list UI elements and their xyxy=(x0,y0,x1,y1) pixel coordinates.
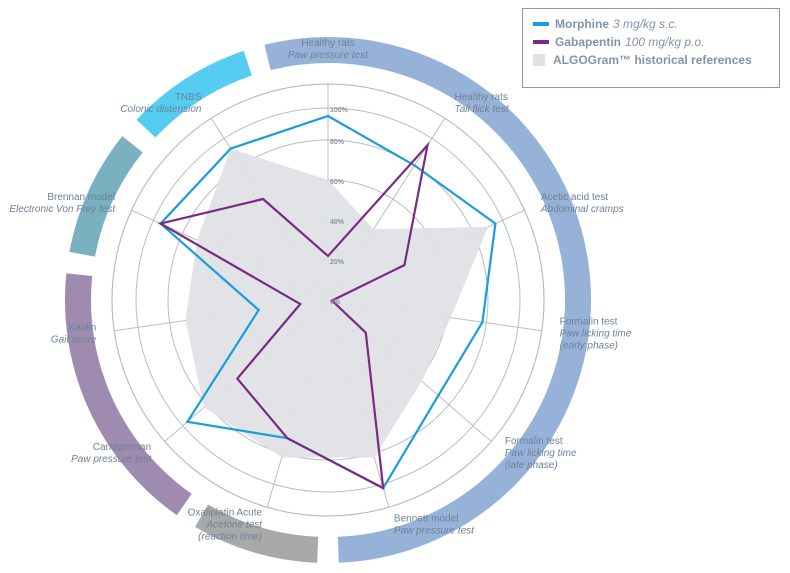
category-arc-3 xyxy=(69,136,143,257)
axis-subtitle: Paw licking time xyxy=(505,448,577,459)
category-arc-4 xyxy=(136,50,253,138)
category-arc-0 xyxy=(264,37,591,563)
axis-name: Kaolin xyxy=(69,322,97,333)
tick-label: 20% xyxy=(330,259,345,266)
series-area-reference xyxy=(185,148,489,458)
axis-name: Formalin test xyxy=(560,316,618,327)
legend-item-gabapentin: Gabapentin 100 mg/kg p.o. xyxy=(533,33,769,51)
axis-subtitle: Paw pressure test xyxy=(288,50,369,61)
legend-swatch-reference xyxy=(533,54,545,66)
legend-name: Gabapentin xyxy=(555,35,622,49)
axis-subtitle: Electronic Von Frey test xyxy=(9,204,116,215)
axis-subtitle: Tail flick test xyxy=(455,104,510,115)
axis-subtitle: Paw pressure test xyxy=(394,526,475,537)
category-arcs xyxy=(65,37,591,563)
axis-name: Bennett model xyxy=(394,514,459,525)
radial-ticks: 0% 20% 40% 60% 80% 100% xyxy=(330,107,349,306)
axis-subtitle: Paw pressure test xyxy=(71,454,152,465)
legend-detail: 3 mg/kg s.c. xyxy=(613,17,678,31)
series-line-gabapentin xyxy=(157,141,430,491)
legend-swatch-morphine xyxy=(533,22,549,26)
axis-name: Acetic acid test xyxy=(541,192,608,203)
tick-label: 80% xyxy=(330,139,345,146)
tick-label: 100% xyxy=(330,107,349,114)
legend-name: ALGOGram™ historical references xyxy=(553,53,752,67)
axis-subtitle: Acetone test xyxy=(205,520,263,531)
axis-subtitle: (reaction time) xyxy=(198,532,262,543)
axis-name: Oxaliplatin Acute xyxy=(188,508,263,519)
axis-subtitle: Abdominal cramps xyxy=(540,204,624,215)
tick-label: 60% xyxy=(330,179,345,186)
legend: Morphine 3 mg/kg s.c. Gabapentin 100 mg/… xyxy=(522,8,780,88)
tick-label: 40% xyxy=(330,219,345,226)
legend-swatch-gabapentin xyxy=(533,40,549,44)
axis-name: Formalin test xyxy=(505,436,563,447)
axis-subtitle: Paw licking time xyxy=(560,328,632,339)
axis-name: TNBS xyxy=(175,92,202,103)
axis-subtitle: Colonic distension xyxy=(120,104,202,115)
axis-subtitle: (early phase) xyxy=(560,340,618,351)
legend-item-reference: ALGOGram™ historical references xyxy=(533,51,769,69)
legend-name: Morphine xyxy=(555,17,609,31)
axis-subtitle: Gait score xyxy=(51,334,97,345)
tick-label: 0% xyxy=(330,299,341,306)
legend-item-morphine: Morphine 3 mg/kg s.c. xyxy=(533,15,769,33)
axis-subtitle: (late phase) xyxy=(505,460,558,471)
category-arc-1 xyxy=(195,504,319,563)
axis-name: Carrageenan xyxy=(93,442,151,453)
legend-detail: 100 mg/kg p.o. xyxy=(625,35,705,49)
category-arc-2 xyxy=(65,273,192,516)
series-lines-layer xyxy=(157,114,497,491)
axis-name: Brennan model xyxy=(47,192,115,203)
reference-area-layer xyxy=(185,148,489,458)
axis-name: Healthy rats xyxy=(455,92,508,103)
axis-name: Healthy rats xyxy=(301,38,354,49)
